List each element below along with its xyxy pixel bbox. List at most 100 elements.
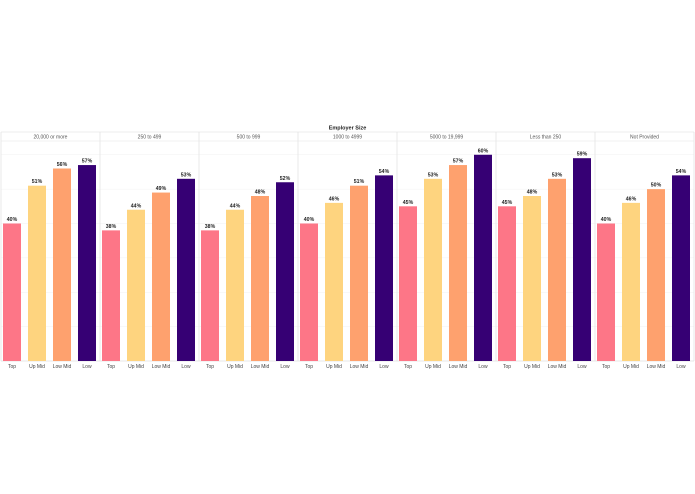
bar bbox=[449, 165, 467, 361]
data-label: 44% bbox=[230, 203, 241, 209]
panel-label: 500 to 999 bbox=[237, 135, 261, 141]
panel-label: 250 to 499 bbox=[138, 135, 162, 141]
tick-label: Up Mid bbox=[326, 364, 342, 370]
tick-label: Low Mid bbox=[350, 364, 369, 370]
data-label: 51% bbox=[32, 179, 43, 185]
panel: 1000 to 4999 40% Top 46% Up Mid 51% Low Mid 54%… bbox=[300, 135, 393, 370]
data-label: 45% bbox=[502, 200, 513, 206]
tick-label: Low bbox=[82, 364, 92, 370]
panel: 250 to 499 38% Top 44% Up Mid 49% Low Mid 53% Lo… bbox=[102, 135, 195, 370]
tick-label: Up Mid bbox=[524, 364, 540, 370]
data-label: 44% bbox=[131, 203, 142, 209]
bar bbox=[597, 223, 615, 361]
tick-label: Low bbox=[379, 364, 389, 370]
bar bbox=[78, 165, 96, 361]
bar bbox=[375, 175, 393, 361]
tick-label: Low bbox=[280, 364, 290, 370]
bar bbox=[201, 230, 219, 361]
panel-label: 1000 to 4999 bbox=[333, 135, 362, 141]
panel-label: 20,000 or more bbox=[34, 135, 68, 141]
panel: 5000 to 19,999 45% Top 53% Up Mid 57% Low Mid 6… bbox=[399, 135, 492, 370]
data-label: 53% bbox=[181, 172, 192, 178]
bar bbox=[350, 185, 368, 361]
bar bbox=[573, 158, 591, 361]
data-label: 53% bbox=[428, 172, 439, 178]
bar bbox=[102, 230, 120, 361]
data-label: 53% bbox=[552, 172, 563, 178]
tick-label: Up Mid bbox=[128, 364, 144, 370]
tick-label: Up Mid bbox=[425, 364, 441, 370]
data-label: 54% bbox=[676, 169, 687, 175]
bar bbox=[226, 209, 244, 361]
data-label: 49% bbox=[156, 186, 167, 192]
tick-label: Low Mid bbox=[152, 364, 171, 370]
data-label: 59% bbox=[577, 152, 588, 158]
data-label: 48% bbox=[527, 190, 538, 196]
panel-label: Less than 250 bbox=[530, 135, 562, 141]
data-label: 38% bbox=[106, 224, 117, 230]
data-label: 56% bbox=[57, 162, 68, 168]
bar bbox=[152, 192, 170, 361]
tick-label: Top bbox=[107, 364, 115, 370]
bar bbox=[3, 223, 21, 361]
bar bbox=[276, 182, 294, 361]
panel: Not Provided 40% Top 46% Up Mid 50% Low Mid 54%… bbox=[597, 135, 690, 370]
bar bbox=[127, 209, 145, 361]
bar bbox=[251, 196, 269, 361]
data-label: 45% bbox=[403, 200, 414, 206]
data-label: 52% bbox=[280, 176, 291, 182]
panel: Less than 250 45% Top 48% Up Mid 53% Low Mid 59… bbox=[498, 135, 591, 370]
data-label: 46% bbox=[626, 196, 637, 202]
data-label: 40% bbox=[304, 217, 315, 223]
bar bbox=[474, 154, 492, 361]
tick-label: Top bbox=[503, 364, 511, 370]
tick-label: Up Mid bbox=[227, 364, 243, 370]
data-label: 54% bbox=[379, 169, 390, 175]
tick-label: Top bbox=[8, 364, 16, 370]
data-label: 50% bbox=[651, 183, 662, 189]
data-label: 38% bbox=[205, 224, 216, 230]
data-label: 40% bbox=[7, 217, 18, 223]
panel: 20,000 or more 40% Top 51% Up Mid 56% Low Mid 5… bbox=[3, 135, 96, 370]
tick-label: Low Mid bbox=[53, 364, 72, 370]
tick-label: Low Mid bbox=[449, 364, 468, 370]
tick-label: Low Mid bbox=[251, 364, 270, 370]
bar bbox=[28, 185, 46, 361]
bar bbox=[498, 206, 516, 361]
bar bbox=[399, 206, 417, 361]
bar bbox=[424, 178, 442, 361]
data-label: 48% bbox=[255, 190, 266, 196]
bar bbox=[548, 178, 566, 361]
bar bbox=[177, 178, 195, 361]
bar bbox=[672, 175, 690, 361]
bar bbox=[647, 189, 665, 361]
data-label: 40% bbox=[601, 217, 612, 223]
bar bbox=[523, 196, 541, 361]
bar bbox=[325, 202, 343, 361]
panel: 500 to 999 38% Top 44% Up Mid 48% Low Mid 52% Lo… bbox=[201, 135, 294, 370]
bar bbox=[53, 168, 71, 361]
tick-label: Low bbox=[577, 364, 587, 370]
data-label: 46% bbox=[329, 196, 340, 202]
tick-label: Low bbox=[676, 364, 686, 370]
tick-label: Low bbox=[478, 364, 488, 370]
panel-label: Not Provided bbox=[630, 135, 659, 141]
tick-label: Top bbox=[404, 364, 412, 370]
tick-label: Top bbox=[305, 364, 313, 370]
data-label: 60% bbox=[478, 148, 489, 154]
panel-label: 5000 to 19,999 bbox=[430, 135, 464, 141]
tick-label: Low Mid bbox=[548, 364, 567, 370]
tick-label: Up Mid bbox=[623, 364, 639, 370]
data-label: 57% bbox=[82, 159, 93, 165]
data-label: 57% bbox=[453, 159, 464, 165]
data-label: 51% bbox=[354, 179, 365, 185]
chart-title: Employer Size bbox=[329, 126, 367, 132]
tick-label: Top bbox=[602, 364, 610, 370]
tick-label: Top bbox=[206, 364, 214, 370]
tick-label: Low Mid bbox=[647, 364, 666, 370]
bar bbox=[300, 223, 318, 361]
bar bbox=[622, 202, 640, 361]
tick-label: Low bbox=[181, 364, 191, 370]
